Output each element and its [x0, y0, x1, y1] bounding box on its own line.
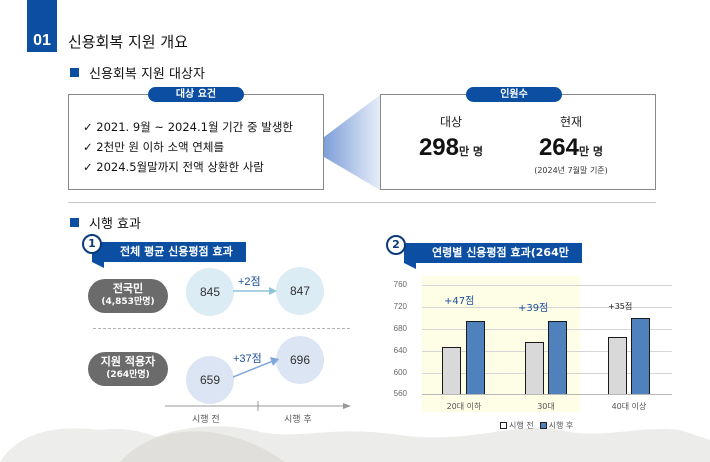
subheading-effects-label: 시행 효과	[89, 217, 141, 232]
section-number: 01	[27, 30, 57, 52]
panel2-banner-tail	[404, 263, 416, 269]
panel1-banner-tail	[92, 262, 104, 268]
row-divider	[93, 328, 350, 329]
bar-post-30s	[548, 321, 567, 394]
requirement-item: ✓ 2021. 9월 ~ 2024.1월 기간 중 발생한	[83, 120, 293, 134]
target-label: 대상	[439, 115, 463, 129]
requirements-box: ✓ 2021. 9월 ~ 2024.1월 기간 중 발생한 ✓ 2천만 원 이하…	[68, 94, 324, 190]
subheading-targets-label: 신용회복 지원 대상자	[89, 67, 205, 82]
headcount-pill: 인원수	[466, 87, 562, 102]
legend-label-post: 시행 후	[548, 421, 574, 430]
arrow-right-icon	[233, 287, 277, 295]
requirements-list: ✓ 2021. 9월 ~ 2024.1월 기간 중 발생한 ✓ 2천만 원 이하…	[83, 117, 293, 177]
page-title: 신용회복 지원 개요	[68, 33, 188, 51]
y-tick: 680	[393, 324, 407, 333]
y-tick: 560	[393, 389, 407, 398]
current-unit: 만 명	[578, 145, 604, 158]
score-before-national: 845	[186, 268, 234, 316]
target-stat: 대상 298만 명	[411, 113, 491, 162]
y-tick: 600	[393, 368, 407, 377]
y-tick: 760	[393, 280, 407, 289]
x-tick: 40대 이상	[611, 402, 647, 411]
subheading-targets: 신용회복 지원 대상자	[70, 63, 205, 82]
delta-label-20s: +47점	[444, 296, 475, 307]
delta-label-30s: +39점	[518, 303, 549, 314]
x-tick: 20대 이하	[446, 402, 482, 411]
x-tick: 30대	[537, 402, 555, 411]
axis-before-label: 시행 전	[192, 415, 220, 425]
legend-swatch-pre	[500, 422, 507, 429]
score-before-supported: 659	[186, 356, 234, 404]
delta-label-40s: +35점	[608, 302, 633, 311]
current-value: 264	[538, 134, 579, 161]
legend-label-pre: 시행 전	[509, 421, 534, 430]
requirement-item: ✓ 2천만 원 이하 소액 연체를	[83, 140, 225, 154]
square-bullet-icon	[70, 68, 79, 77]
x-axis-line	[422, 394, 672, 395]
chart-legend: 시행 전 시행 후	[500, 420, 573, 431]
current-label: 현재	[559, 115, 583, 129]
panel1-number-badge: 1	[82, 234, 102, 254]
y-tick: 640	[393, 346, 407, 355]
group-name: 지원 적용자	[100, 355, 156, 368]
current-stat: 현재 264만 명 (2024년 7월말 기준)	[521, 113, 621, 176]
requirements-pill: 대상 요건	[148, 87, 244, 102]
gridline	[422, 373, 672, 374]
section-number-bar	[27, 0, 57, 30]
group-size: (4,853만명)	[101, 297, 155, 307]
group-size: (264만명)	[106, 370, 150, 380]
section-divider	[68, 202, 656, 203]
group-pill-supported: 지원 적용자 (264만명)	[88, 352, 168, 386]
score-after-supported: 696	[276, 336, 324, 384]
subheading-effects: 시행 효과	[70, 213, 141, 232]
gridline	[422, 307, 672, 308]
age-bar-chart: 760 720 680 640 600 560 +47점 +39점 +35점 2…	[380, 270, 680, 440]
square-bullet-icon	[70, 218, 79, 227]
gridline	[422, 329, 672, 330]
y-tick: 720	[393, 302, 407, 311]
bar-post-20s	[466, 321, 485, 394]
delta-supported: +37점	[233, 353, 262, 365]
bar-pre-40s	[608, 337, 627, 394]
bar-pre-30s	[525, 342, 544, 394]
panel1-banner: 전체 평균 신용평점 효과	[92, 242, 246, 262]
gridline	[422, 351, 672, 352]
funnel-connector	[324, 95, 380, 190]
headcount-box: 대상 298만 명 현재 264만 명 (2024년 7월말 기준)	[380, 94, 656, 190]
score-after-national: 847	[276, 267, 324, 315]
group-pill-national: 전국민 (4,853만명)	[88, 279, 168, 313]
panel2-banner: 연령별 신용평점 효과(264만명)	[404, 243, 582, 279]
bar-pre-20s	[442, 347, 461, 394]
target-unit: 만 명	[458, 145, 484, 158]
bar-post-40s	[631, 318, 650, 394]
delta-national: +2점	[238, 276, 261, 288]
current-note: (2024년 7월말 기준)	[534, 166, 608, 175]
group-name: 전국민	[112, 282, 144, 295]
arrow-up-right-icon	[233, 357, 279, 378]
target-value: 298	[418, 134, 459, 161]
gridline	[422, 285, 672, 286]
axis-after-label: 시행 후	[284, 415, 312, 425]
timeline-axis	[165, 401, 351, 411]
panel2-number-badge: 2	[386, 235, 406, 255]
legend-swatch-post	[539, 422, 547, 429]
requirement-item: ✓ 2024.5월말까지 전액 상환한 사람	[83, 160, 264, 174]
